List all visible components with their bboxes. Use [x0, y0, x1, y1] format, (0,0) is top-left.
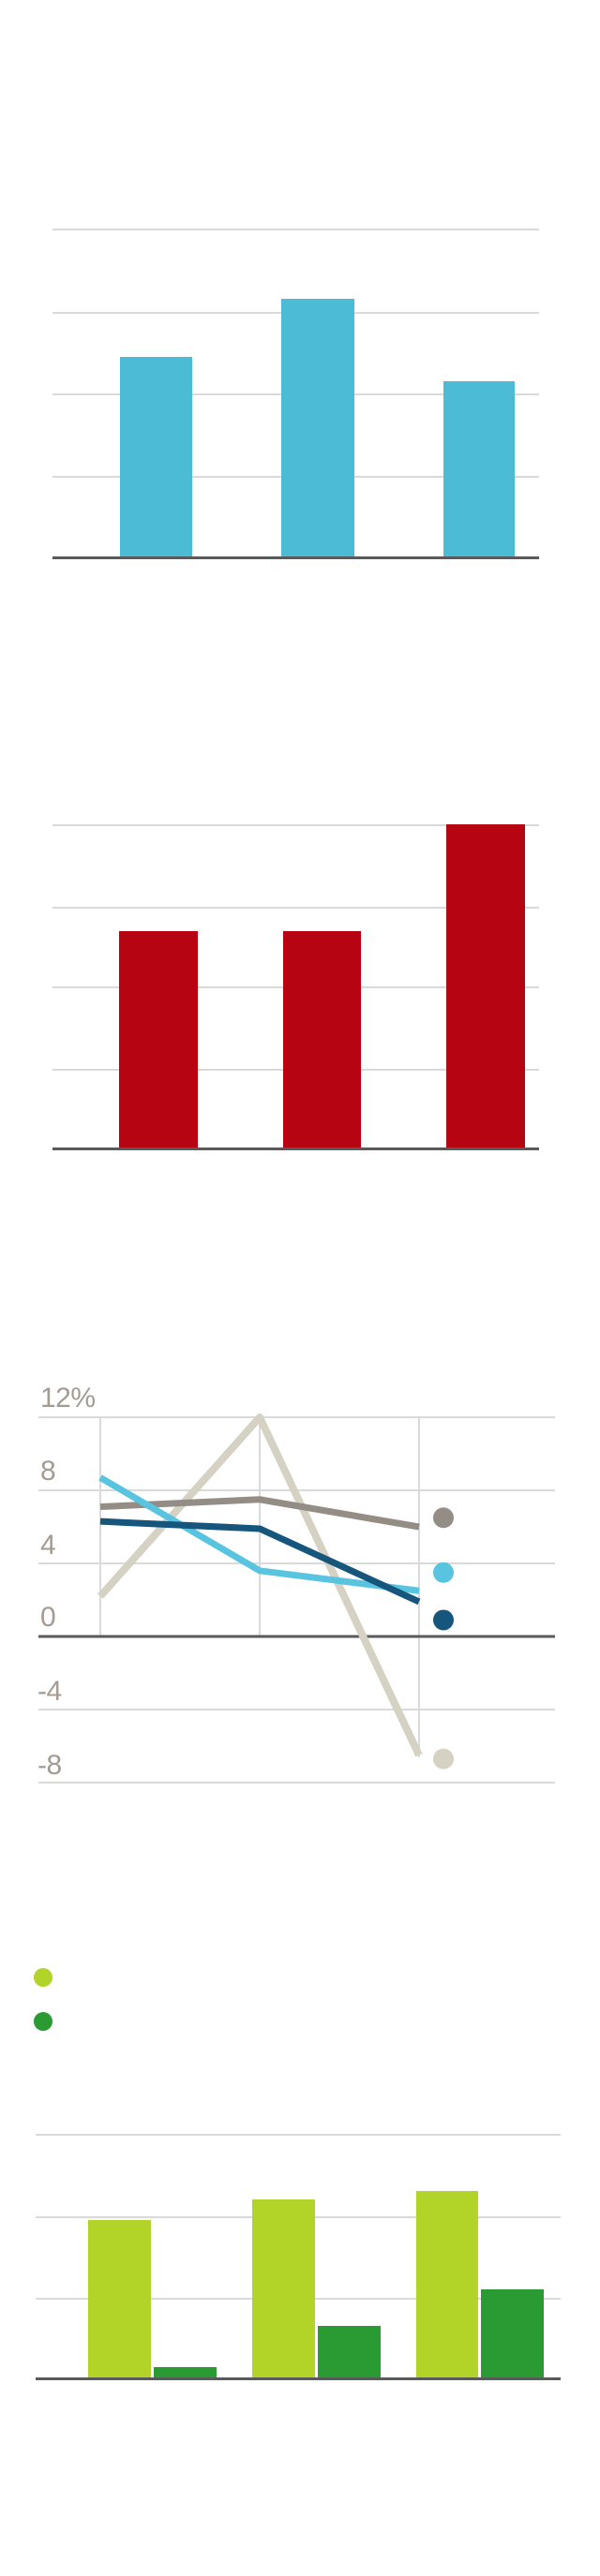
navy-end-dot [433, 1609, 454, 1631]
x-axis-baseline [52, 556, 539, 559]
bar [88, 2220, 151, 2378]
y-axis-label: 4 [40, 1530, 56, 1561]
gridline [36, 2134, 561, 2136]
gray-end-dot [433, 1507, 454, 1529]
x-axis-baseline [52, 1147, 539, 1150]
gridline [52, 229, 539, 230]
x-axis-baseline [36, 2377, 561, 2380]
bar [119, 931, 198, 1148]
light-blue-end-dot [433, 1562, 454, 1583]
y-axis-label: -4 [38, 1676, 62, 1707]
gridline [52, 824, 539, 826]
y-axis-label: 0 [40, 1602, 56, 1633]
y-axis-label: 12% [40, 1383, 96, 1414]
bar [120, 357, 192, 557]
y-axis-label: -8 [38, 1750, 62, 1781]
beige-end-dot [433, 1748, 454, 1769]
bar [443, 381, 515, 557]
light-blue-line [98, 1474, 420, 1594]
bar [318, 2326, 381, 2378]
bar [283, 931, 361, 1148]
bar [481, 2289, 544, 2378]
beige-line [98, 1414, 423, 1757]
bar [281, 299, 354, 557]
navy-line [99, 1517, 421, 1606]
light-green-legend-dot [34, 1968, 52, 1987]
bar [416, 2191, 478, 2378]
gray-line [99, 1496, 420, 1531]
bar [252, 2199, 315, 2378]
y-axis-label: 8 [40, 1456, 56, 1487]
dark-green-legend-dot [34, 2012, 52, 2031]
gridline [52, 907, 539, 909]
bar [154, 2367, 217, 2378]
bar [446, 824, 525, 1148]
